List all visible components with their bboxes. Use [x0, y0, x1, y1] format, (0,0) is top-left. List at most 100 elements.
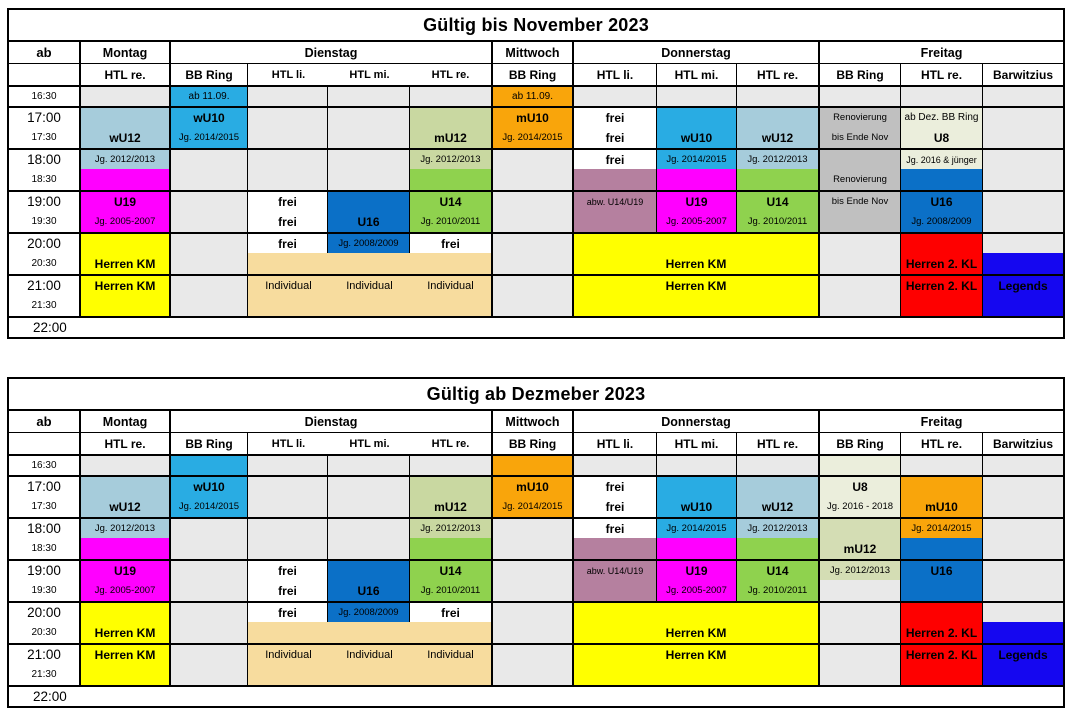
schedule-cell — [982, 559, 1063, 580]
day-header: Montag — [79, 42, 169, 63]
schedule-cell — [982, 127, 1063, 148]
schedule-cell: Renovierung — [818, 106, 900, 127]
schedule-cell — [982, 454, 1063, 475]
schedule-cell — [327, 169, 409, 190]
time-label: 18:00 — [9, 148, 79, 169]
time-label: 17:30 — [9, 127, 79, 148]
cell-label: HTL mi. — [349, 68, 390, 81]
schedule-cell — [900, 295, 982, 316]
schedule-cell — [409, 454, 491, 475]
schedule-cell: Jg. 2016 & jünger — [900, 148, 982, 169]
schedule-cell — [327, 106, 409, 127]
time-label: 19:30 — [9, 580, 79, 601]
schedule-grid: ab Montag Dienstag Mittwoch Donnerstag Freita… — [9, 411, 1063, 706]
schedule-cell: Jg. 2008/2009 — [327, 232, 409, 253]
schedule-cell — [982, 475, 1063, 496]
schedule-cell — [900, 475, 982, 496]
schedule-cell — [247, 106, 327, 127]
schedule-cell — [572, 580, 656, 601]
schedule-cell — [247, 127, 327, 148]
schedule-cell: U8 — [900, 127, 982, 148]
schedule-cell — [818, 274, 900, 295]
schedule-cell: U19 — [79, 559, 169, 580]
schedule-cell — [982, 211, 1063, 232]
schedule-cell — [982, 85, 1063, 106]
schedule-cell — [79, 664, 169, 685]
schedule-cell — [409, 475, 491, 496]
schedule-cell: Herren 2. KL — [900, 253, 982, 274]
schedule-cell — [491, 559, 572, 580]
schedule-cell — [982, 538, 1063, 559]
schedule-cell — [169, 295, 247, 316]
time-label: 17:30 — [9, 496, 79, 517]
schedule-cell: frei — [247, 601, 327, 622]
location-header: HTL li. — [572, 63, 656, 85]
time-label: 19:00 — [9, 559, 79, 580]
schedule-cell: ab 11.09. — [169, 85, 247, 106]
schedule-cell — [982, 622, 1063, 643]
schedule-cell — [982, 664, 1063, 685]
schedule-cell: mU12 — [409, 127, 491, 148]
schedule-cell — [818, 253, 900, 274]
schedule-cell — [900, 580, 982, 601]
cell-label: HTL li. — [271, 437, 306, 450]
schedule-cell — [491, 148, 572, 169]
schedule-cell: U16 — [900, 190, 982, 211]
schedule-cell — [818, 580, 900, 601]
schedule-cell — [247, 664, 491, 685]
schedule-cell — [327, 127, 409, 148]
schedule-cell — [491, 211, 572, 232]
schedule-cell — [169, 580, 247, 601]
day-header: Mittwoch — [491, 42, 572, 63]
location-header: BB Ring — [169, 63, 247, 85]
schedule-cell: Jg. 2014/2015 — [491, 496, 572, 517]
schedule-cell: Jg. 2010/2011 — [409, 211, 491, 232]
schedule-cell: frei — [247, 580, 327, 601]
schedule-cell: mU10 — [491, 475, 572, 496]
schedule-cell: frei — [247, 190, 327, 211]
schedule-cell — [818, 295, 900, 316]
schedule-cell: Herren 2. KL — [900, 643, 982, 664]
schedule-cell: frei — [572, 127, 656, 148]
schedule-cell — [79, 85, 169, 106]
schedule-cell — [169, 232, 247, 253]
schedule-cell: Jg. 2014/2015 — [900, 517, 982, 538]
schedule-cell: Individual Individual Individual — [247, 274, 491, 295]
schedule-cell — [982, 106, 1063, 127]
schedule-cell: wU12 — [736, 127, 818, 148]
schedule-cell — [736, 454, 818, 475]
schedule-cell: U14 — [736, 559, 818, 580]
cell-label: HTL li. — [271, 68, 306, 81]
schedule-cell — [327, 454, 409, 475]
schedule-cell: ab 11.09. — [491, 85, 572, 106]
schedule-cell: U16 — [900, 559, 982, 580]
schedule-cell — [982, 580, 1063, 601]
location-header: HTL re. — [79, 432, 169, 454]
time-label: 21:00 — [9, 274, 79, 295]
schedule-cell — [409, 106, 491, 127]
schedule-cell: wU10 — [656, 496, 736, 517]
schedule-cell — [900, 601, 982, 622]
schedule-cell — [79, 106, 169, 127]
location-header: HTL li. — [572, 432, 656, 454]
table-title: Gültig ab Dezmeber 2023 — [9, 379, 1063, 411]
schedule-cell — [169, 454, 247, 475]
schedule-cell — [327, 517, 409, 538]
schedule-cell — [327, 559, 409, 580]
schedule-cell — [491, 580, 572, 601]
schedule-cell — [736, 538, 818, 559]
schedule-cell: wU10 — [169, 106, 247, 127]
schedule-cell: Jg. 2012/2013 — [409, 517, 491, 538]
table-title: Gültig bis November 2023 — [9, 10, 1063, 42]
time-label: 22:00 — [9, 316, 1063, 337]
schedule-cell — [491, 295, 572, 316]
schedule-cell — [982, 253, 1063, 274]
schedule-cell — [900, 454, 982, 475]
time-label: 22:00 — [9, 685, 1063, 706]
location-header: HTL li. HTL mi. HTL re. — [247, 63, 491, 85]
schedule-cell: frei — [572, 496, 656, 517]
schedule-cell: Herren 2. KL — [900, 274, 982, 295]
schedule-cell: Jg. 2012/2013 — [409, 148, 491, 169]
schedule-cell — [79, 169, 169, 190]
time-label: 20:00 — [9, 601, 79, 622]
